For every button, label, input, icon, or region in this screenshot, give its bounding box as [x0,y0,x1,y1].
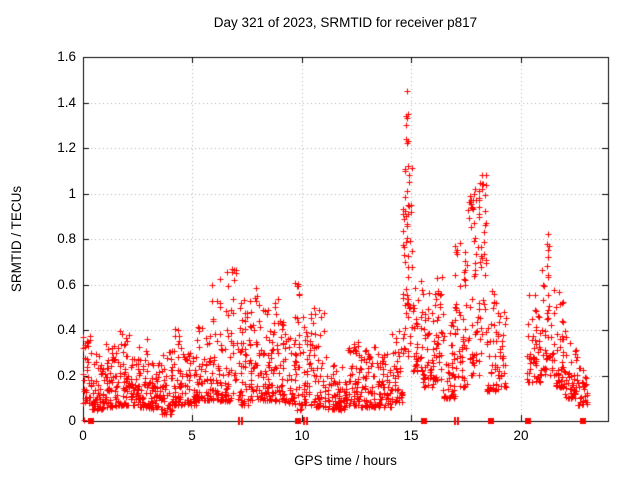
x-tick-label: 10 [294,428,310,443]
y-tick-label: 1 [68,186,76,201]
y-tick-label: 1.2 [57,140,76,155]
chart-title: Day 321 of 2023, SRMTID for receiver p81… [213,15,478,30]
y-tick-label: 0.6 [57,277,76,292]
y-tick-label: 0 [68,413,76,428]
y-tick-label: 0.8 [57,231,76,246]
y-tick-label: 1.6 [57,49,76,64]
x-tick-label: 20 [513,428,529,443]
y-tick-label: 0.4 [57,322,76,337]
x-tick-label: 0 [79,428,87,443]
y-tick-label: 1.4 [57,95,76,110]
y-tick-label: 0.2 [57,368,76,383]
x-tick-label: 15 [403,428,419,443]
x-axis-title: GPS time / hours [294,453,397,468]
x-tick-label: 5 [188,428,196,443]
